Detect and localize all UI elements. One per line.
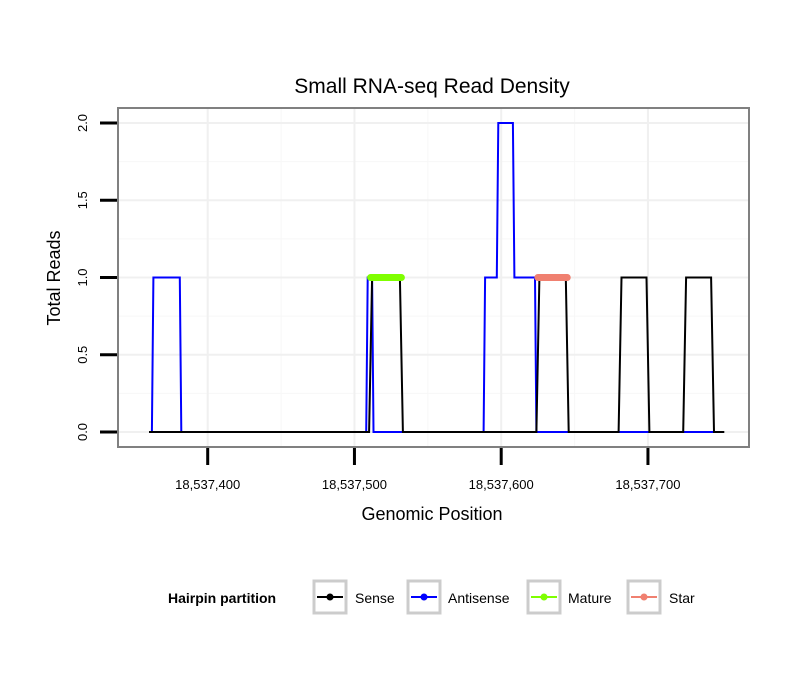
y-axis-title: Total Reads	[44, 230, 64, 325]
legend-label: Sense	[355, 590, 395, 606]
x-tick-label: 18,537,600	[469, 477, 534, 492]
series-layer	[149, 122, 725, 433]
x-axis: 18,537,400 18,537,500 18,537,600 18,537,700	[175, 448, 680, 492]
x-tick-label: 18,537,400	[175, 477, 240, 492]
legend-key-dot	[540, 593, 548, 601]
y-tick-label: 0.5	[75, 346, 90, 364]
x-axis-title: Genomic Position	[361, 504, 502, 524]
y-axis: 0.0 0.5 1.0 1.5 2.0	[75, 114, 117, 441]
legend-label: Antisense	[448, 590, 510, 606]
legend-key-dot	[420, 593, 428, 601]
y-tick-label: 2.0	[75, 114, 90, 132]
legend: Hairpin partition Sense Antisense Mature St…	[168, 579, 695, 615]
x-tick-label: 18,537,700	[615, 477, 680, 492]
y-tick-label: 0.0	[75, 423, 90, 441]
legend-title: Hairpin partition	[168, 590, 276, 606]
y-tick-label: 1.5	[75, 191, 90, 209]
y-tick-label: 1.0	[75, 268, 90, 286]
legend-label: Star	[669, 590, 695, 606]
legend-key-dot	[326, 593, 334, 601]
legend-key-dot	[640, 593, 648, 601]
legend-label: Mature	[568, 590, 612, 606]
x-tick-label: 18,537,500	[322, 477, 387, 492]
chart-title: Small RNA-seq Read Density	[294, 75, 570, 98]
grid-lines	[119, 109, 748, 446]
